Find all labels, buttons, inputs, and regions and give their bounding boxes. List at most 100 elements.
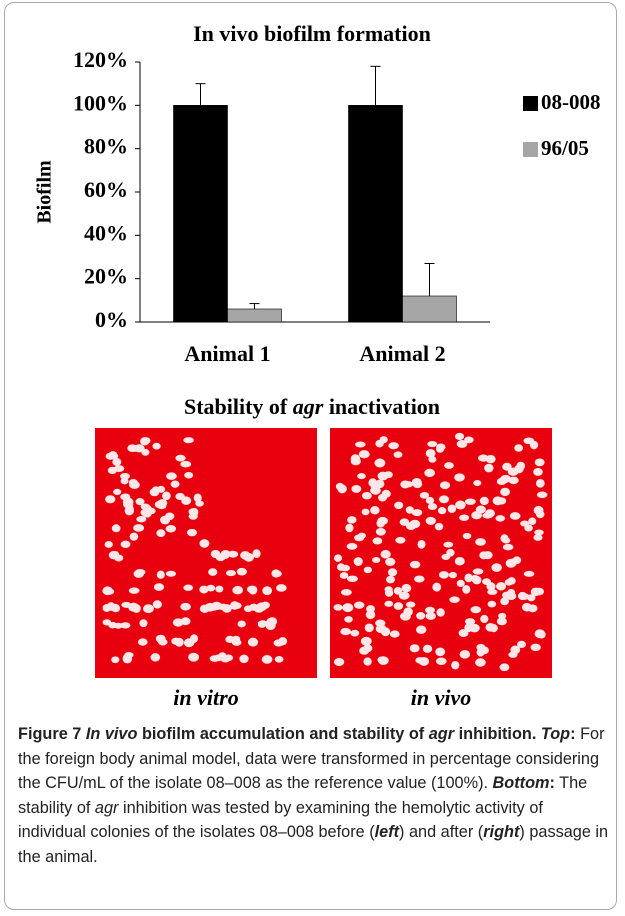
colony [239,655,248,664]
colony [475,538,486,546]
colony [342,603,353,612]
colony [427,441,437,447]
colony [141,503,150,509]
colony [131,445,140,452]
colony [121,478,129,485]
colony [133,524,144,532]
colony [140,437,149,445]
colony [340,572,349,579]
colony [136,516,146,522]
colony [156,635,166,642]
colony [482,578,491,585]
colony [152,443,160,450]
colony [524,524,533,531]
colony [480,615,488,623]
colony [508,468,519,476]
colony [424,469,435,477]
colony [208,568,217,576]
colony [378,472,389,481]
colony [221,553,229,560]
colony [378,656,389,665]
colony [414,575,425,582]
colony [386,576,395,584]
colony [370,486,381,494]
colony [244,605,253,612]
colony [488,601,497,608]
colony [157,571,165,579]
colony [374,459,385,468]
colony [151,653,161,662]
colony [534,506,544,515]
colony [496,582,506,590]
colony [490,624,498,632]
caption-run: ) and after ( [399,823,483,841]
colony [183,585,193,591]
colony [156,529,165,537]
colony [262,655,273,664]
colony [473,568,484,574]
panel-title-run: Stability of [184,394,293,419]
colony [505,579,513,586]
colony [376,528,386,536]
colony [361,637,372,646]
caption: Figure 7 In vivo biofilm accumulation an… [18,722,610,869]
colony [410,561,420,568]
colony [218,604,229,611]
colony [102,586,112,595]
colony [240,551,250,559]
colony [355,442,366,448]
colony [350,630,359,637]
colony [480,497,489,505]
colony [432,583,441,592]
colony [416,625,426,633]
colony [334,554,342,561]
colony [166,472,177,480]
legend-swatch [523,142,538,157]
colony [524,571,535,577]
colony [464,436,474,443]
colony [366,610,376,619]
colony [479,646,488,654]
colony [112,524,121,532]
colony [417,540,425,549]
caption-run: right [483,823,519,841]
colony [533,534,542,541]
colony [247,586,257,594]
y-tick-label: 40% [84,220,128,245]
colony [495,515,505,522]
colony [262,586,272,595]
colony [232,586,243,595]
colony [449,596,460,603]
colony [394,451,403,458]
colony [454,473,465,481]
caption-run: Figure 7 [18,725,86,743]
colony [129,587,140,593]
panel-title: Stability of agr inactivation [184,394,440,419]
colony [141,449,149,456]
colony [112,458,121,466]
caption-run: agr [429,725,454,743]
colony [354,557,363,566]
panel-title-run: inactivation [323,394,440,419]
page: In vivo biofilm formation Biofilm Stabil… [0,0,625,916]
colony [272,571,281,578]
legend-swatch [523,96,538,111]
colony [180,461,191,467]
colony [128,603,139,612]
colony [500,488,510,496]
colony [228,551,238,558]
colony [394,602,403,610]
caption-run: inhibition. [454,725,541,743]
colony [109,551,119,559]
colony [214,654,223,661]
colony [363,657,371,665]
colony [436,445,444,452]
colony [400,518,410,526]
colony [510,512,521,520]
colony [538,631,546,639]
colony [175,638,184,647]
colony [194,493,202,502]
colony [362,492,372,499]
colony [498,613,506,619]
colony [359,450,370,458]
